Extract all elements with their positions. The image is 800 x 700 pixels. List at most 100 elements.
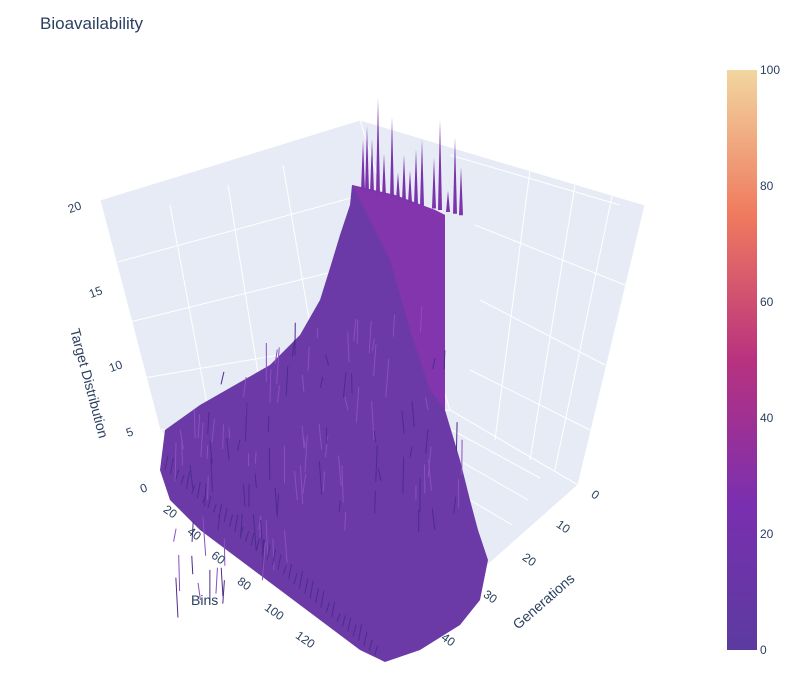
colorbar-tick-label: 100 bbox=[760, 63, 780, 77]
surface-edge bbox=[164, 455, 169, 471]
z-tick-label: 15 bbox=[87, 283, 105, 301]
colorbar-tick-label: 60 bbox=[760, 295, 774, 309]
surface-edge bbox=[320, 590, 325, 608]
surface-texture bbox=[373, 344, 377, 377]
surface-texture bbox=[276, 385, 280, 403]
surface-edge bbox=[304, 579, 309, 594]
surface-texture bbox=[220, 371, 225, 385]
z-axis-title: Target Distribution bbox=[67, 327, 112, 440]
surface-texture bbox=[189, 465, 194, 490]
surface-texture bbox=[181, 438, 183, 466]
surface-edge bbox=[336, 613, 341, 623]
surface-edge bbox=[331, 601, 336, 618]
colorbar-tick-label: 80 bbox=[760, 179, 774, 193]
surface-spike bbox=[382, 153, 386, 196]
grid-floor bbox=[451, 429, 541, 526]
surface-texture bbox=[371, 338, 375, 352]
surface-texture bbox=[284, 530, 288, 563]
surface-edge bbox=[229, 514, 233, 528]
surface-texture bbox=[322, 471, 325, 492]
surface-texture bbox=[355, 387, 360, 423]
surface-edge bbox=[282, 565, 287, 575]
surface-texture bbox=[302, 474, 307, 494]
surface-texture bbox=[269, 369, 272, 403]
surface-edge bbox=[255, 538, 260, 551]
surface-texture bbox=[267, 415, 270, 432]
z-tick-label: 0 bbox=[138, 480, 149, 496]
x-tick-label: 20 bbox=[520, 550, 539, 569]
surface-texture bbox=[222, 424, 225, 450]
surface-texture bbox=[453, 496, 457, 514]
chart-title: Bioavailability bbox=[40, 14, 143, 33]
surface-texture bbox=[325, 427, 328, 444]
surface-texture bbox=[428, 459, 432, 491]
z-tick-label: 10 bbox=[107, 357, 125, 375]
surface-edge bbox=[352, 624, 357, 637]
surface-edge bbox=[239, 526, 244, 537]
surface-texture bbox=[207, 411, 210, 434]
surface-texture bbox=[419, 306, 423, 333]
surface-texture bbox=[443, 350, 446, 370]
surface-edge bbox=[169, 457, 174, 475]
surface-edge bbox=[175, 469, 180, 480]
y-tick-label: 80 bbox=[235, 574, 254, 593]
surface-edge bbox=[347, 617, 352, 632]
surface-texture bbox=[385, 358, 390, 398]
surface-texture bbox=[220, 567, 224, 597]
surface-spike bbox=[414, 149, 418, 204]
surface-edge bbox=[250, 532, 255, 547]
surface-texture bbox=[344, 396, 349, 410]
surface-texture bbox=[174, 442, 177, 481]
colorbar-tick-label: 40 bbox=[760, 411, 774, 425]
surface-texture bbox=[431, 508, 436, 531]
surface-edge bbox=[315, 588, 319, 604]
surface-texture bbox=[274, 349, 278, 365]
surface-texture bbox=[193, 408, 196, 439]
surface-texture bbox=[353, 318, 357, 342]
surface-texture bbox=[304, 435, 308, 473]
surface-spike bbox=[408, 170, 412, 203]
surface-texture bbox=[202, 516, 207, 556]
z-axis-ticks: 0 5 10 15 20 bbox=[66, 198, 150, 496]
surface-texture bbox=[319, 376, 324, 388]
surface-texture bbox=[254, 473, 257, 488]
surface-spike bbox=[446, 190, 450, 212]
surface-texture bbox=[191, 520, 194, 542]
surface-texture bbox=[356, 320, 359, 344]
surface-texture bbox=[265, 520, 269, 561]
x-tick-label: 0 bbox=[589, 487, 603, 502]
surface-texture bbox=[222, 580, 225, 604]
y-tick-label: 120 bbox=[293, 628, 318, 651]
surface-texture bbox=[206, 445, 209, 459]
surface[interactable] bbox=[160, 97, 488, 662]
surface-texture bbox=[254, 451, 257, 464]
surface-ridge bbox=[352, 185, 445, 410]
colorbar bbox=[727, 70, 757, 650]
surface-texture bbox=[228, 427, 231, 439]
surface-texture bbox=[318, 423, 323, 450]
surface-edge bbox=[212, 503, 217, 513]
surface-texture bbox=[252, 514, 257, 551]
surface-texture bbox=[276, 347, 280, 384]
surface-edge bbox=[207, 495, 212, 509]
surface-texture bbox=[344, 512, 347, 531]
surface-texture bbox=[373, 430, 377, 443]
z-tick-label: 20 bbox=[66, 198, 84, 216]
surface-texture bbox=[377, 468, 382, 482]
surface-texture bbox=[226, 437, 230, 461]
surface-texture bbox=[291, 340, 296, 357]
x-tick-label: 10 bbox=[554, 517, 573, 536]
surface-texture bbox=[294, 471, 298, 501]
colorbar-tick-label: 0 bbox=[760, 643, 767, 657]
surface-texture bbox=[175, 577, 179, 618]
surface-edge bbox=[261, 539, 266, 556]
surface-texture bbox=[371, 400, 375, 440]
surface-spike bbox=[396, 172, 400, 200]
surface-texture bbox=[411, 401, 415, 427]
surface-spike bbox=[376, 97, 380, 195]
surface-edge bbox=[196, 482, 201, 499]
surface-texture bbox=[392, 314, 396, 337]
surface-edge bbox=[272, 548, 276, 566]
